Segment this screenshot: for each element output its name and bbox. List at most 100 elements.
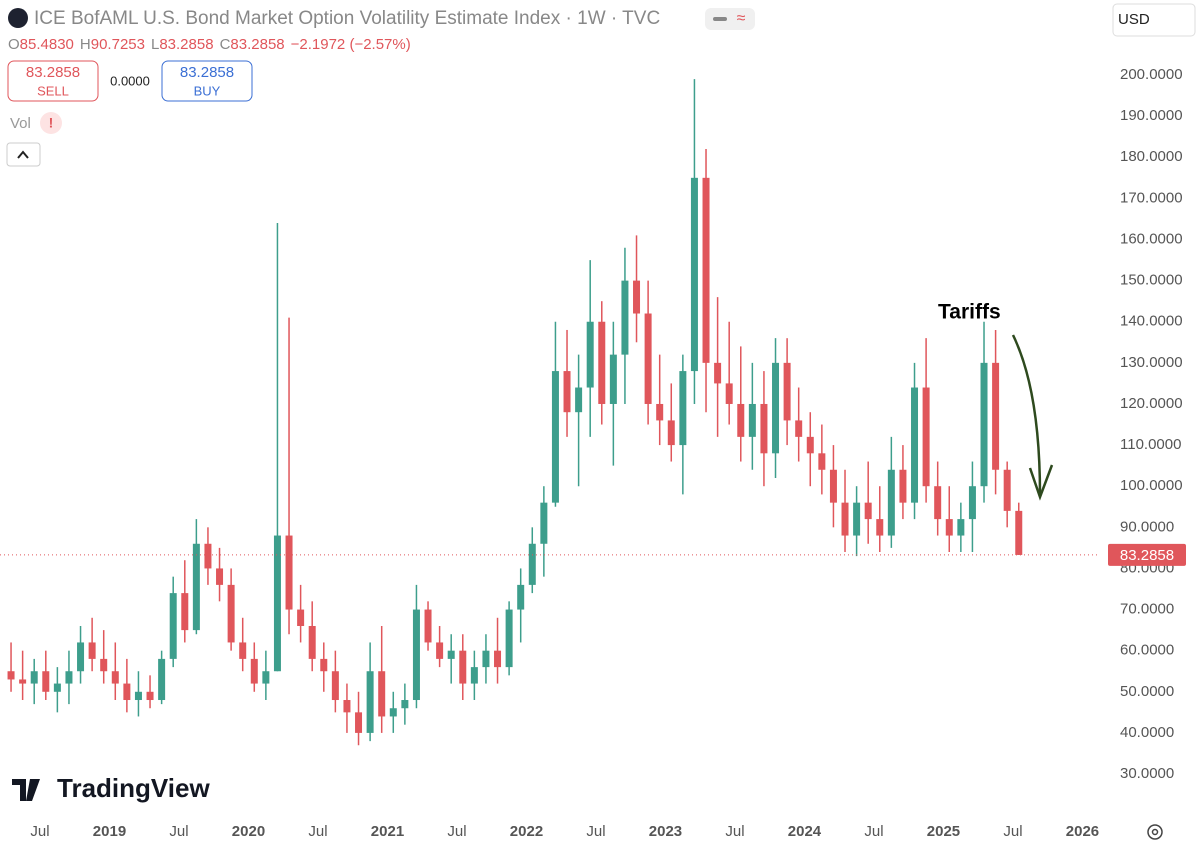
candle-body [540, 502, 548, 544]
candle-body [957, 519, 965, 536]
candle-body [343, 700, 351, 713]
candle-body [598, 321, 606, 404]
candle-body [806, 436, 814, 454]
candle-body [829, 469, 837, 503]
candle-body [412, 609, 420, 701]
candle-body [586, 321, 594, 388]
candle-body [308, 626, 316, 659]
candle-body [876, 519, 884, 536]
candle-body [331, 671, 339, 701]
candle-body [297, 609, 305, 627]
candle-body [389, 708, 397, 717]
candle-body [239, 642, 247, 659]
y-tick-label: 90.0000 [1120, 518, 1174, 535]
candle-body [77, 642, 85, 672]
candle-body [378, 671, 386, 717]
candle-body [424, 609, 432, 643]
x-tick-label: 2020 [232, 823, 265, 840]
volume-alert-icon: ! [49, 115, 54, 131]
candle-body [401, 700, 409, 709]
chart-title: ICE BofAML U.S. Bond Market Option Volat… [34, 8, 660, 29]
ohlc-key: H [80, 36, 91, 53]
x-tick-label: 2019 [93, 823, 126, 840]
x-tick-label: 2026 [1066, 823, 1099, 840]
candle-body [945, 519, 953, 536]
currency-select[interactable] [1112, 3, 1196, 37]
y-tick-label: 40.0000 [1120, 724, 1174, 741]
collapse-icon [17, 150, 29, 159]
candle-body [158, 658, 166, 701]
candle-body [783, 362, 791, 421]
candle-body [575, 387, 583, 413]
x-tick-label: Jul [30, 823, 49, 840]
candle-body [262, 671, 270, 684]
candle-body [169, 593, 177, 659]
candle-body [65, 671, 73, 684]
candle-body [899, 469, 907, 503]
ohlc-value: 85.4830 [20, 36, 74, 53]
volume-alert[interactable] [40, 112, 62, 134]
x-tick-label: Jul [725, 823, 744, 840]
candle-body [1003, 469, 1011, 511]
x-tick-label: Jul [169, 823, 188, 840]
candle-body [853, 502, 861, 536]
candle-body [609, 354, 617, 404]
watermark: TradingView [57, 773, 210, 803]
plot: 30.000040.000050.000060.000070.000080.00… [0, 66, 1186, 840]
y-tick-label: 200.0000 [1120, 66, 1183, 83]
candle-body [644, 313, 652, 404]
y-tick-label: 160.0000 [1120, 230, 1183, 247]
candle-body [273, 535, 281, 672]
candle-body [181, 593, 189, 631]
logo-icon [12, 779, 40, 801]
buy-label: BUY [194, 83, 221, 98]
sell-label: SELL [37, 83, 69, 98]
settings-icon-center [1151, 828, 1159, 836]
candle-body [748, 403, 756, 437]
settings-icon[interactable] [1147, 824, 1163, 840]
candle-body [366, 671, 374, 733]
candle-body [760, 403, 768, 454]
y-tick-label: 70.0000 [1120, 601, 1174, 618]
candle-body [53, 683, 61, 692]
collapse-button[interactable] [6, 142, 41, 167]
buy-button[interactable] [161, 60, 253, 102]
candle-body [725, 383, 733, 404]
candle-body [934, 486, 942, 520]
candle-body [227, 584, 235, 643]
x-tick-label: 2021 [371, 823, 404, 840]
y-tick-label: 60.0000 [1120, 642, 1174, 659]
x-tick-label: 2025 [927, 823, 960, 840]
candle-body [517, 584, 525, 610]
candle-body [690, 177, 698, 372]
toggle-icon: ≈ [737, 10, 746, 27]
ohlc-change: −2.1972 (−2.57%) [291, 36, 411, 53]
candle-body [922, 387, 930, 487]
candle-body [447, 650, 455, 659]
annotation-arrow [1011, 334, 1042, 496]
candle-body [505, 609, 513, 668]
sell-button[interactable] [7, 60, 99, 102]
candle-body [737, 403, 745, 437]
candle-body [980, 362, 988, 487]
candle-body [702, 177, 710, 363]
volume-label: Vol [10, 115, 31, 132]
candle-body [1015, 510, 1023, 555]
candle-body [528, 543, 536, 585]
candle-body [204, 543, 212, 569]
x-tick-label: Jul [308, 823, 327, 840]
y-tick-label: 180.0000 [1120, 148, 1183, 165]
x-tick-label: Jul [586, 823, 605, 840]
x-tick-label: 2024 [788, 823, 822, 840]
ohlc-key: L [151, 36, 159, 53]
y-tick-label: 120.0000 [1120, 395, 1183, 412]
x-tick-label: Jul [864, 823, 883, 840]
candle-body [772, 362, 780, 454]
y-tick-label: 190.0000 [1120, 107, 1183, 124]
candle-body [30, 671, 38, 684]
candle-body [134, 691, 142, 701]
candle-body [841, 502, 849, 536]
candle-body [285, 535, 293, 610]
candle-body [19, 679, 27, 684]
indicator-toggle[interactable] [705, 8, 755, 30]
